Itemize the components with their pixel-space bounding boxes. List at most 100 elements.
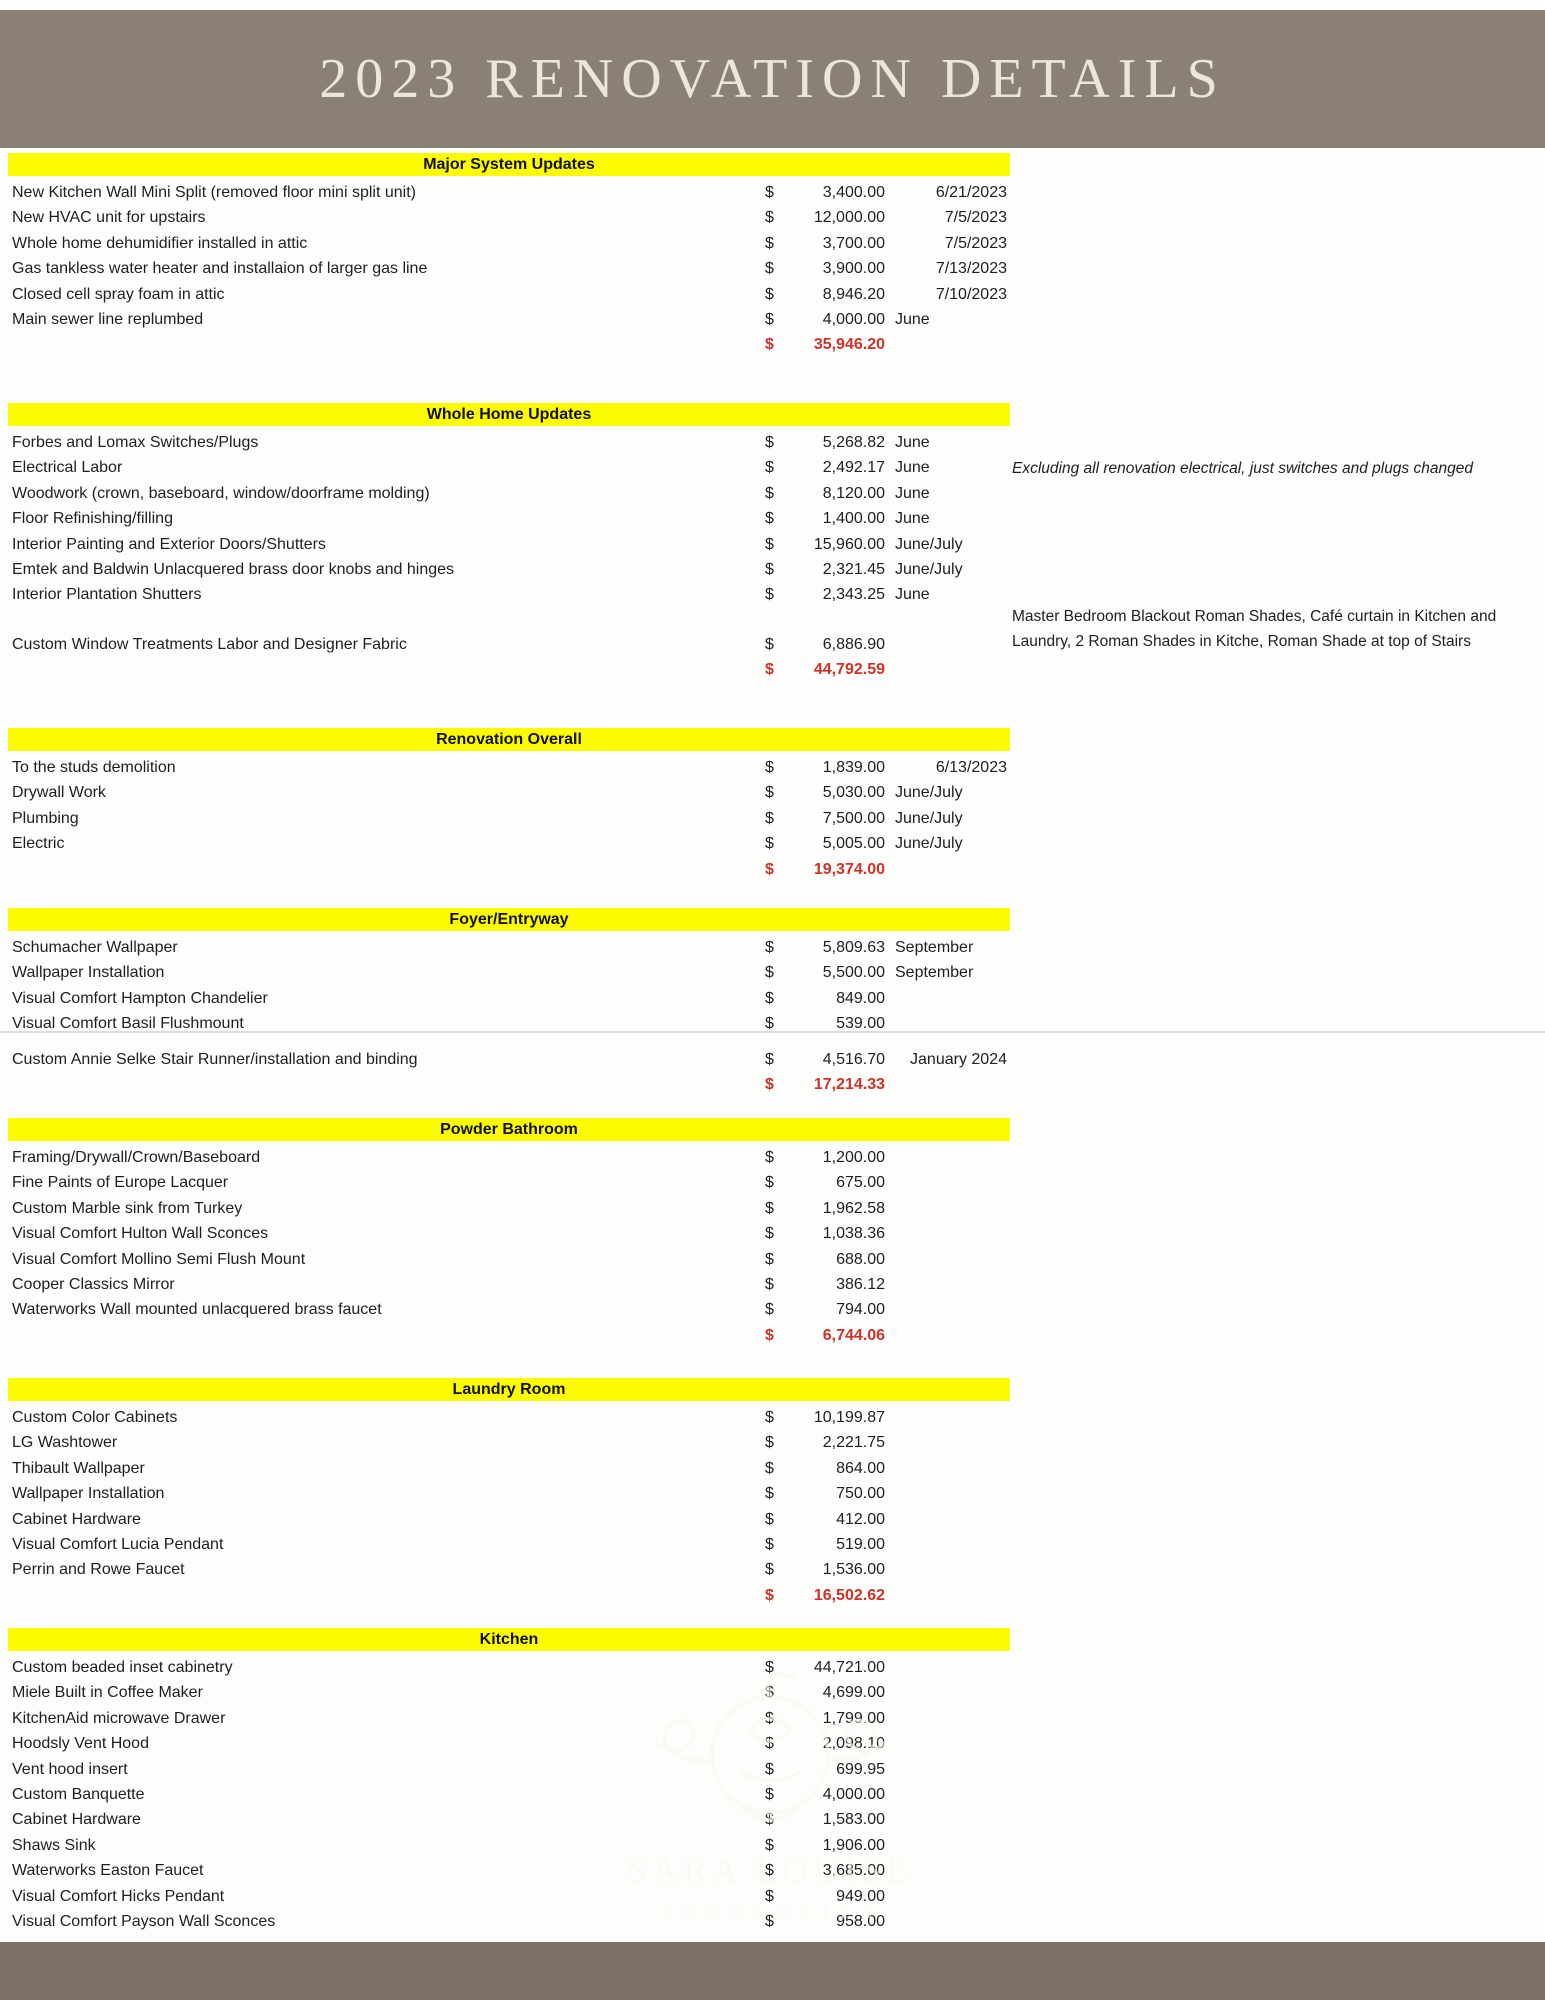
dollar-sign: $	[765, 1199, 774, 1217]
period-cell: 7/5/2023	[944, 209, 1007, 227]
dollar-sign: $	[765, 484, 774, 502]
table-row: Forbes and Lomax Switches/Plugs $5,268.82…	[0, 430, 1545, 456]
item-label: Cabinet Hardware	[12, 1811, 141, 1829]
amount-cell: 864.00	[836, 1459, 885, 1477]
table-row: Cooper Classics Mirror $386.12	[0, 1272, 1545, 1298]
item-label: Perrin and Rowe Faucet	[12, 1561, 185, 1579]
table-row: Floor Refinishing/filling $1,400.00 June	[0, 506, 1545, 532]
dollar-sign: $	[765, 1250, 774, 1268]
table-row: New Kitchen Wall Mini Split (removed flo…	[0, 180, 1545, 206]
section-title: Laundry Room	[452, 1380, 566, 1398]
item-label: Main sewer line replumbed	[12, 311, 204, 328]
amount-cell: 699.95	[836, 1760, 885, 1778]
table-row: Plumbing $7,500.00 June/July	[0, 806, 1545, 832]
period-cell: June	[895, 311, 930, 328]
dollar-sign: $	[765, 459, 774, 477]
dollar-sign: $	[765, 989, 774, 1007]
table-row: Custom beaded inset cabinetry $44,721.00	[0, 1655, 1545, 1681]
total-amount: 6,744.06	[822, 1326, 885, 1344]
period-cell: 6/13/2023	[935, 759, 1007, 776]
table-row: Emtek and Baldwin Unlacquered brass door…	[0, 557, 1545, 583]
dollar-sign: $	[765, 1225, 774, 1243]
dollar-sign: $	[765, 1836, 774, 1854]
item-label: Closed cell spray foam in attic	[12, 285, 225, 303]
dollar-sign: $	[765, 964, 774, 982]
amount-cell: 1,906.00	[822, 1836, 885, 1854]
item-label: Wallpaper Installation	[12, 964, 165, 982]
item-label: KitchenAid microwave Drawer	[12, 1709, 226, 1727]
amount-cell: 5,500.00	[822, 964, 885, 982]
table-row: Electric $5,005.00 June/July	[0, 831, 1545, 857]
period-cell: 7/5/2023	[944, 234, 1007, 252]
total-dollar-sign: $	[765, 1326, 774, 1344]
table-row: Vent hood insert $699.95	[0, 1757, 1545, 1783]
dollar-sign: $	[765, 1561, 774, 1579]
footer-band	[0, 1942, 1545, 2000]
section-header: Major System Updates	[8, 153, 1010, 176]
item-label: Cabinet Hardware	[12, 1510, 141, 1528]
table-row: Waterworks Wall mounted unlacquered bras…	[0, 1297, 1545, 1323]
item-label: Cooper Classics Mirror	[12, 1276, 175, 1293]
dollar-sign: $	[765, 1659, 774, 1676]
section-title: Kitchen	[479, 1630, 539, 1648]
dollar-sign: $	[765, 510, 774, 528]
amount-cell: 15,960.00	[813, 535, 885, 553]
item-label: Visual Comfort Hicks Pendant	[12, 1887, 225, 1905]
dollar-sign: $	[765, 1050, 774, 1068]
table-row: Drywall Work $5,030.00 June/July	[0, 780, 1545, 806]
table-row: To the studs demolition $1,839.00 6/13/202…	[0, 755, 1545, 781]
amount-cell: 6,886.90	[822, 635, 885, 653]
item-label: Fine Paints of Europe Lacquer	[12, 1174, 229, 1192]
table-row: Visual Comfort Basil Flushmount $539.00	[0, 1011, 1545, 1037]
item-label: Hoodsly Vent Hood	[12, 1735, 149, 1753]
table-row: Visual Comfort Payson Wall Sconces $958.0…	[0, 1909, 1545, 1935]
section-header: Powder Bathroom	[8, 1118, 1010, 1141]
period-cell: June	[895, 510, 930, 528]
item-label: Thibault Wallpaper	[12, 1459, 145, 1477]
dollar-sign: $	[765, 809, 774, 827]
section-total-row: $17,214.33	[0, 1072, 1545, 1098]
amount-cell: 7,500.00	[822, 809, 885, 827]
table-row: Visual Comfort Hampton Chandelier $849.00	[0, 986, 1545, 1012]
dollar-sign: $	[765, 1149, 774, 1166]
dollar-sign: $	[765, 1536, 774, 1553]
dollar-sign: $	[765, 939, 774, 956]
table-row: Custom Banquette $4,000.00	[0, 1782, 1545, 1808]
period-cell: June	[895, 434, 930, 451]
dollar-sign: $	[765, 234, 774, 252]
dollar-sign: $	[765, 535, 774, 553]
table-row: Closed cell spray foam in attic $8,946.20…	[0, 282, 1545, 308]
table-row: New HVAC unit for upstairs $12,000.00 7/5/…	[0, 205, 1545, 231]
item-label: Shaws Sink	[12, 1836, 96, 1854]
amount-cell: 2,492.17	[822, 459, 885, 477]
item-label: Waterworks Wall mounted unlacquered bras…	[12, 1301, 382, 1319]
amount-cell: 539.00	[836, 1015, 885, 1033]
item-label: Plumbing	[12, 809, 79, 827]
dollar-sign: $	[765, 285, 774, 303]
amount-cell: 8,946.20	[822, 285, 885, 303]
item-label: Visual Comfort Mollino Semi Flush Mount	[12, 1250, 306, 1268]
total-amount: 16,502.62	[813, 1586, 885, 1604]
table-row: Framing/Drywall/Crown/Baseboard $1,200.00	[0, 1145, 1545, 1171]
period-cell: September	[895, 939, 974, 956]
amount-cell: 3,400.00	[822, 184, 885, 201]
amount-cell: 1,400.00	[822, 510, 885, 528]
item-label: Electric	[12, 835, 65, 853]
row-divider	[0, 1031, 1545, 1033]
amount-cell: 949.00	[836, 1887, 885, 1905]
table-row: Visual Comfort Mollino Semi Flush Mount $…	[0, 1247, 1545, 1273]
item-label: Miele Built in Coffee Maker	[12, 1684, 203, 1702]
item-label: Custom Window Treatments Labor and Desig…	[12, 635, 407, 653]
amount-cell: 5,005.00	[822, 835, 885, 853]
note-electrical: Excluding all renovation electrical, jus…	[1012, 460, 1473, 477]
amount-cell: 2,321.45	[822, 561, 885, 578]
dollar-sign: $	[765, 311, 774, 328]
amount-cell: 958.00	[836, 1913, 885, 1930]
total-amount: 35,946.20	[813, 336, 885, 354]
total-dollar-sign: $	[765, 661, 774, 679]
table-row: Main sewer line replumbed $4,000.00 June	[0, 307, 1545, 333]
amount-cell: 519.00	[836, 1536, 885, 1553]
period-cell: June	[895, 586, 930, 604]
dollar-sign: $	[765, 1276, 774, 1293]
